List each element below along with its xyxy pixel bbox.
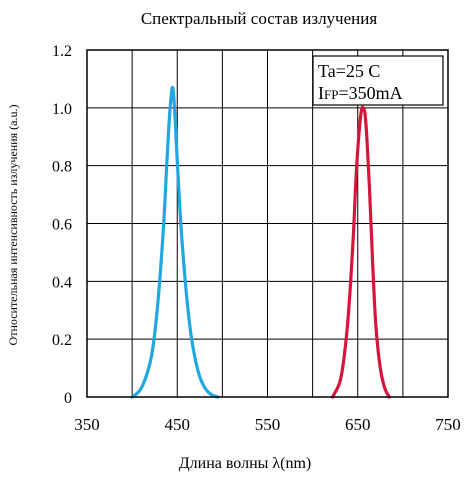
annotation-current: IFP=350mA [318, 83, 403, 103]
y-tick-label: 0.8 [52, 159, 72, 176]
grid [86, 49, 449, 398]
annotation-current-suffix: =350mA [338, 83, 402, 103]
y-axis-label: Относительная интенсивность излучения (a… [6, 105, 20, 346]
y-tick-label: 1.0 [52, 101, 72, 118]
y-tick-label: 0.4 [52, 274, 72, 291]
annotation-frame [312, 55, 444, 106]
y-tick-labels: 0 0.2 0.4 0.6 0.8 1.0 1.2 [52, 43, 72, 407]
annotation-box: Ta=25 C IFP=350mA [312, 55, 444, 106]
y-tick-label: 0 [64, 390, 72, 407]
annotation-current-subscript: FP [324, 87, 338, 102]
series-layer [130, 85, 391, 399]
series-line-2 [330, 105, 391, 399]
annotation-current-prefix: I [318, 83, 324, 103]
x-tick-label: 750 [435, 415, 461, 434]
x-tick-label: 450 [165, 415, 191, 434]
x-tick-label: 650 [345, 415, 371, 434]
x-tick-label: 350 [74, 415, 100, 434]
plot-frame [86, 49, 449, 398]
x-axis-label: Длина волны λ(nm) [179, 455, 312, 472]
chart-title: Спектральный состав излучения [141, 9, 378, 28]
series-line-1 [130, 85, 220, 399]
x-tick-label: 550 [255, 415, 281, 434]
y-tick-label: 0.2 [52, 332, 72, 349]
annotation-temperature: Ta=25 C [318, 61, 380, 81]
y-tick-label: 1.2 [52, 43, 72, 60]
y-tick-label: 0.6 [52, 217, 72, 234]
x-tick-labels: 350 450 550 650 750 [74, 415, 461, 434]
